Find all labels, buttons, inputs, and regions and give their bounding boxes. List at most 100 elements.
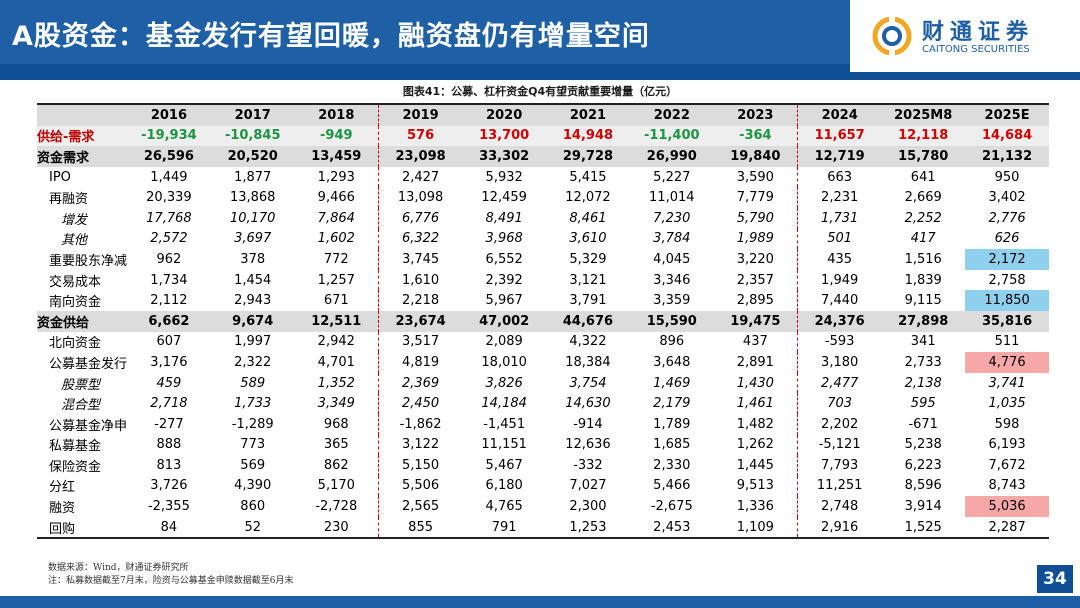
table-cell: 6,776 [401,210,440,226]
row-label: 公募基金发行 [49,356,127,372]
table-cell: 862 [294,455,379,476]
table-cell: 813 [156,457,182,473]
table-cell: 2,330 [653,457,691,473]
row-label: 资金需求 [37,146,127,167]
table-cell: 5,790 [713,207,798,229]
table-cell: 3,402 [988,190,1026,206]
table-cell: 1,035 [988,396,1026,412]
table-cell: 14,184 [481,396,527,412]
table-cell: 11,151 [481,437,527,453]
table-cell: 1,449 [150,169,188,185]
table-cell: 2,300 [569,499,607,515]
table-cell: 3,517 [401,334,440,350]
table-cell: 18,010 [481,354,527,370]
table-row: 回购 84 52 230 855 791 1,253 2,453 1,109 2,916 1,525… [37,516,1049,540]
table-cell: 3,590 [713,166,798,188]
table-cell: 703 [827,396,853,412]
table-cell: 29,728 [546,146,630,167]
data-note: 注：私募数据截至7月末，险资与公募基金申赎数据截至6月末 [48,576,294,586]
table-cell: 1,430 [713,372,798,394]
table-cell: 12,459 [481,190,527,206]
table-cell: 11,850 [965,290,1049,311]
table-cell: 4,045 [653,251,691,267]
page-number: 34 [1037,565,1073,593]
table-cell: 2,895 [713,290,798,311]
table-cell: 3,745 [401,251,440,267]
row-label: 其他 [61,233,88,249]
table-cell: 6,223 [904,457,942,473]
table-cell: 6,662 [127,310,211,332]
table-cell: 4,765 [485,499,523,515]
table-cell: 1,610 [401,272,440,288]
table-cell: 3,610 [569,231,607,247]
table-cell: 3,648 [653,354,691,370]
table-cell: 3,346 [653,272,691,288]
row-label: 交易成本 [49,274,102,290]
table-cell: 1,461 [713,393,798,414]
table-cell: 2,089 [485,334,523,350]
table-row: IPO 1,449 1,877 1,293 2,427 5,932 5,415 5,227 3,… [37,166,1049,188]
table-cell: 7,027 [569,478,607,494]
year-header: 2017 [210,103,295,126]
table-cell: 2,287 [965,516,1049,540]
table-row: 其他 2,572 3,697 1,602 6,322 3,968 3,610 3,784 1,9… [37,228,1049,250]
caitong-logo-icon [872,16,912,56]
table-cell: 9,513 [713,475,798,497]
table-cell: 1,482 [713,413,798,435]
table-cell: 968 [294,413,379,435]
row-label: 资金供给 [37,310,127,332]
table-cell: 8,461 [569,210,607,226]
table-cell: 2,322 [234,354,272,370]
table-row: 增发 17,768 10,170 7,864 6,776 8,491 8,461 7,230 5… [37,207,1049,229]
table-row: 公募基金发行 3,176 2,322 4,701 4,819 18,010 18,384 3,… [37,352,1049,373]
row-label: IPO [49,169,71,185]
table-cell: 9,674 [210,310,295,332]
table-cell: 20,339 [146,190,192,206]
table-cell: -2,728 [294,496,379,517]
table-cell: 2,733 [904,354,942,370]
slide-header: A股资金：基金发行有望回暖，融资盘仍有增量空间 财通证券 CAITONG SEC… [0,0,1080,80]
table-cell: 14,948 [546,125,630,147]
table-cell: 7,672 [988,457,1026,473]
table-cell: 2,172 [965,249,1049,270]
table-cell: 3,826 [485,375,523,391]
year-header: 2021 [546,103,630,126]
table-cell: -364 [713,125,798,147]
table-row: 分红 3,726 4,390 5,170 5,506 6,180 7,027 5,466 9,5… [37,475,1049,497]
table-cell: 4,819 [401,354,440,370]
table-cell: -1,289 [231,416,274,432]
table-cell: 855 [378,516,463,540]
table-cell: 7,864 [294,207,379,229]
table-cell: 2,218 [401,293,440,309]
table-row: 再融资 20,339 13,868 9,466 13,098 12,459 12,072 11… [37,187,1049,208]
header-corner [37,103,127,126]
table-cell: 2,450 [401,396,440,412]
table-cell: 641 [910,169,936,185]
year-header: 2022 [629,103,714,126]
table-cell: -1,451 [483,416,526,432]
table-cell: 2,758 [988,272,1026,288]
table-cell: 1,525 [881,516,966,540]
table-cell: 5,227 [653,169,691,185]
table-cell: 2,748 [821,499,859,515]
table-cell: 1,109 [713,516,798,540]
row-label: 股票型 [61,377,101,393]
table-cell: 4,390 [234,478,272,494]
table-cell: -332 [573,457,603,473]
table-cell: 5,466 [653,478,691,494]
table-cell: 1,336 [713,496,798,517]
table-cell: 5,932 [485,169,523,185]
table-cell: 13,459 [294,146,379,167]
table-cell: 2,392 [485,272,523,288]
table-cell: 5,170 [294,475,379,497]
table-cell: 14,684 [965,125,1049,147]
table-cell: 8,491 [485,210,523,226]
table-cell: 1,734 [150,272,188,288]
row-label: 融资 [49,501,76,517]
table-cell: 1,445 [713,455,798,476]
table-cell: 2,357 [713,269,798,291]
table-cell: -5,121 [818,437,861,453]
table-cell: 365 [294,434,379,456]
table-cell: 7,779 [713,187,798,208]
row-label: 公募基金净申购 [49,418,127,434]
